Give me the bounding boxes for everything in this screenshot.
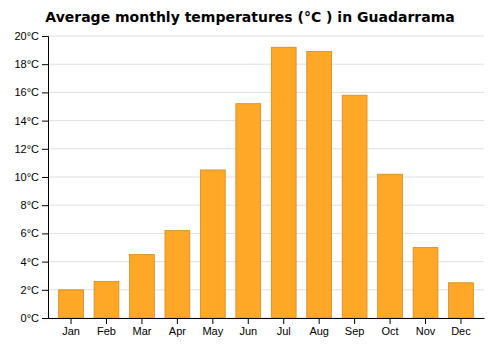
- x-tick-mark: [141, 318, 142, 324]
- bar: [165, 231, 190, 318]
- bar: [449, 283, 474, 318]
- y-tick: 6°C: [21, 227, 48, 239]
- x-tick-label: Nov: [416, 325, 436, 337]
- x-tick-label: Sep: [345, 325, 365, 337]
- x-tick: Jul: [277, 318, 291, 337]
- grid: [48, 36, 484, 318]
- axis-line: [49, 318, 485, 319]
- x-tick: Apr: [169, 318, 186, 337]
- x-tick: May: [202, 318, 223, 337]
- y-tick-label: 16°C: [14, 86, 39, 98]
- bar: [378, 174, 403, 318]
- y-tick-label: 14°C: [14, 115, 39, 127]
- y-tick: 10°C: [14, 171, 48, 183]
- x-tick: Feb: [97, 318, 116, 337]
- y-tick-label: 4°C: [21, 256, 40, 268]
- y-tick-label: 12°C: [14, 143, 39, 155]
- grid-line: [48, 177, 484, 178]
- y-tick-mark: [42, 92, 48, 93]
- x-tick-mark: [212, 318, 213, 324]
- x-tick-mark: [354, 318, 355, 324]
- chart: Jan Feb Mar Apr May Jun Jul Aug Sep Oct Nov Dec 0°C 2…: [0, 0, 500, 350]
- y-tick: 14°C: [14, 115, 48, 127]
- x-tick-label: Jul: [277, 325, 291, 337]
- y-tick-label: 10°C: [14, 171, 39, 183]
- grid-line: [48, 36, 484, 37]
- x-tick: Jun: [239, 318, 257, 337]
- bar: [342, 95, 367, 318]
- plot: Jan Feb Mar Apr May Jun Jul Aug Sep Oct Nov Dec 0°C 2…: [14, 30, 484, 337]
- x-tick-mark: [177, 318, 178, 324]
- y-tick-mark: [42, 64, 48, 65]
- x-tick: Jan: [62, 318, 80, 337]
- y-tick: 8°C: [21, 199, 48, 211]
- bar: [94, 281, 119, 318]
- x-tick-label: Apr: [169, 325, 186, 337]
- y-tick-mark: [42, 290, 48, 291]
- y-tick-label: 0°C: [21, 312, 40, 324]
- grid-line: [48, 64, 484, 65]
- bars: [59, 47, 474, 318]
- y-tick: 0°C: [21, 312, 48, 324]
- y-tick-mark: [42, 318, 48, 319]
- x-tick-mark: [390, 318, 391, 324]
- bar: [271, 47, 296, 318]
- x-tick: Sep: [345, 318, 365, 337]
- y-tick: 18°C: [14, 58, 48, 70]
- y-tick-label: 8°C: [21, 199, 40, 211]
- bar: [307, 52, 332, 318]
- grid-line: [48, 148, 484, 149]
- x-tick-label: Jun: [239, 325, 257, 337]
- y-tick-mark: [42, 121, 48, 122]
- y-tick-mark: [42, 177, 48, 178]
- x-tick-mark: [283, 318, 284, 324]
- y-tick: 4°C: [21, 256, 48, 268]
- y-tick: 16°C: [14, 86, 48, 98]
- y-tick-label: 18°C: [14, 58, 39, 70]
- y-tick-label: 6°C: [21, 227, 40, 239]
- grid-line: [48, 233, 484, 234]
- x-tick-mark: [248, 318, 249, 324]
- x-tick: Aug: [309, 318, 329, 337]
- grid-line: [48, 120, 484, 121]
- bar: [59, 290, 84, 318]
- bar: [413, 248, 438, 319]
- x-tick-mark: [106, 318, 107, 324]
- x-tick-label: May: [202, 325, 223, 337]
- axis-line: [42, 37, 49, 319]
- x-tick-label: Jan: [62, 325, 80, 337]
- y-tick-mark: [42, 205, 48, 206]
- title: Average monthly temperatures (°C ) in Gu…: [45, 9, 454, 25]
- y-tick-mark: [42, 262, 48, 263]
- x-tick: Oct: [382, 318, 399, 337]
- x-tick-mark: [319, 318, 320, 324]
- grid-line: [48, 92, 484, 93]
- x-tick-mark: [71, 318, 72, 324]
- x-tick-label: Mar: [132, 325, 151, 337]
- x-tick-label: Dec: [451, 325, 471, 337]
- bar: [130, 255, 155, 318]
- y-tick: 20°C: [14, 30, 48, 42]
- x-tick-label: Oct: [382, 325, 399, 337]
- x-tick-label: Feb: [97, 325, 116, 337]
- x-tick-mark: [425, 318, 426, 324]
- x-tick: Dec: [451, 318, 471, 337]
- y-tick-mark: [42, 149, 48, 150]
- x-tick: Nov: [416, 318, 436, 337]
- x-tick-label: Aug: [309, 325, 329, 337]
- x-tick-mark: [460, 318, 461, 324]
- x-tick: Mar: [132, 318, 151, 337]
- bar: [200, 170, 225, 318]
- bar: [236, 104, 261, 318]
- x-axis: Jan Feb Mar Apr May Jun Jul Aug Sep Oct Nov Dec: [49, 318, 485, 337]
- y-tick: 12°C: [14, 143, 48, 155]
- grid-line: [48, 205, 484, 206]
- y-tick: 2°C: [21, 284, 48, 296]
- y-tick-label: 2°C: [21, 284, 40, 296]
- y-axis: 0°C 2°C 4°C 6°C 8°C 10°C 12°C 14°C 16°C 18°C 20°C: [14, 30, 48, 324]
- y-tick-mark: [42, 36, 48, 37]
- y-tick-mark: [42, 233, 48, 234]
- y-tick-label: 20°C: [14, 30, 39, 42]
